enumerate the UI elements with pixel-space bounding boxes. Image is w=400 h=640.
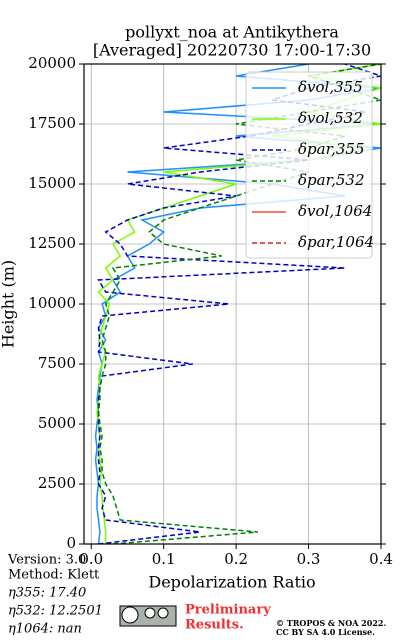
info-line: η1064: nan [8,622,82,637]
x-axis-label: Depolarization Ratio [148,573,315,592]
legend-label: δvol,355 [298,78,363,96]
cc-icon [121,606,139,624]
by-icon [144,607,156,619]
series-line [97,64,381,544]
preliminary: Results. [185,618,244,633]
y-tick-label: 17500 [28,114,76,132]
chart-title: pollyxt_noa at Antikythera [125,23,339,42]
info-line: η355: 17.40 [8,586,86,601]
cc-logo [119,605,177,627]
chart-title: [Averaged] 20220730 17:00-17:30 [93,41,371,60]
x-tick-label: 0.4 [369,550,393,568]
copyright: CC BY SA 4.0 License. [276,627,375,637]
y-tick-label: 10000 [28,294,76,312]
y-tick-label: 20000 [28,54,76,72]
x-tick-label: 0.1 [152,550,176,568]
copyright: © TROPOS & NOA 2022. [276,618,386,628]
y-axis-label: Height (m) [0,260,18,348]
legend-label: δvol,1064 [298,202,372,220]
y-tick-label: 12500 [28,234,76,252]
sa-icon [157,607,169,619]
y-tick-label: 0 [66,534,76,552]
x-tick-label: 0.2 [224,550,248,568]
info-line: η532: 12.2501 [8,604,103,619]
info: Version: 3.0 Method: Klett η355: 17.40 η… [7,553,103,637]
x-tick-label: 0.0 [79,550,103,568]
info-line: Version: 3.0 [7,553,86,568]
plot-frame [83,63,382,545]
legend-label: δpar,532 [298,171,365,189]
legend-label: δpar,355 [298,140,365,158]
legend-label: δvol,532 [298,109,363,127]
info-line: Method: Klett [8,568,100,583]
legend-label: δpar,1064 [298,233,374,251]
legend-box [245,71,373,259]
y-tick-label: 7500 [38,354,76,372]
y-tick-label: 5000 [38,414,76,432]
y-tick-label: 15000 [28,174,76,192]
preliminary: Preliminary [185,603,271,618]
y-tick-label: 2500 [38,474,76,492]
x-tick-label: 0.3 [297,550,321,568]
